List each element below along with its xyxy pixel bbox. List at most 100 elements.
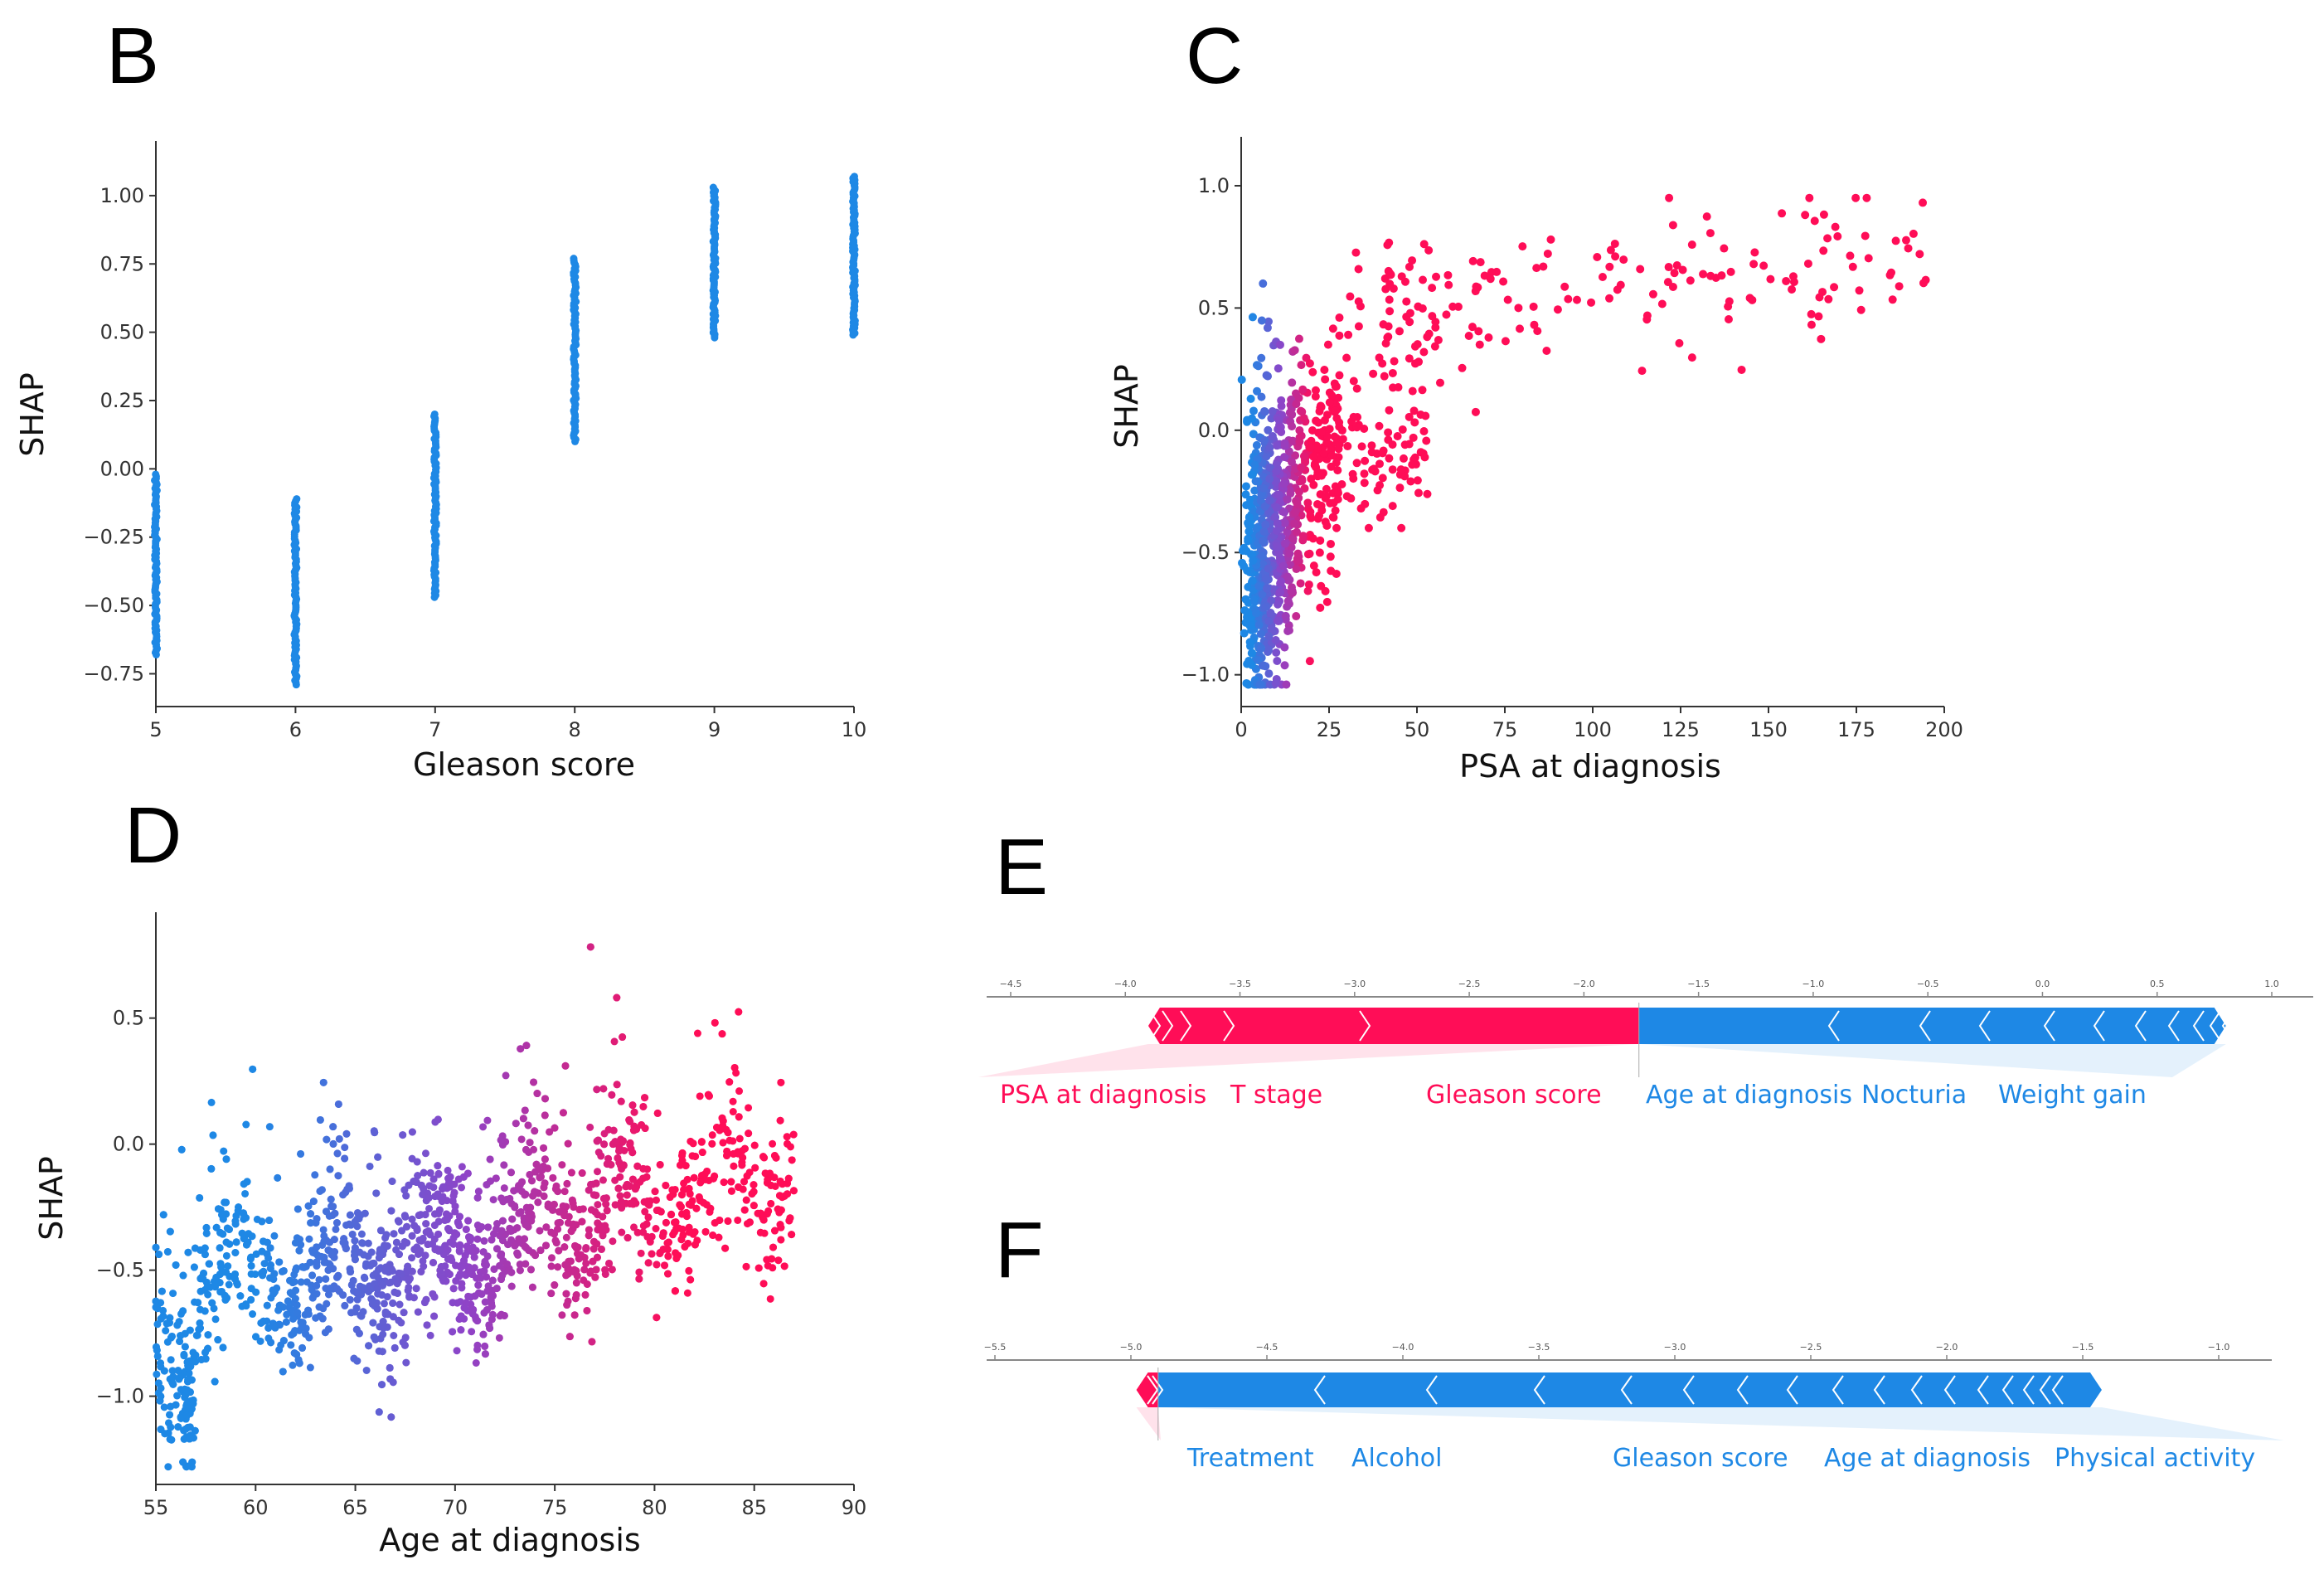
chart-d-point — [479, 1248, 488, 1256]
chart-d-point — [510, 1187, 518, 1195]
chart-d-point — [405, 1283, 413, 1291]
chart-b-point — [293, 495, 301, 503]
chart-c-point — [1351, 248, 1361, 257]
chart-b-ytick-label: 0.00 — [100, 457, 144, 480]
chart-c-point — [1264, 425, 1273, 435]
chart-d-point — [540, 1183, 548, 1192]
chart-d-point — [383, 1242, 391, 1251]
chart-d-point — [180, 1350, 188, 1358]
chart-d-point — [578, 1217, 586, 1226]
chart-d-point — [547, 1290, 556, 1298]
chart-c-point — [1273, 542, 1282, 551]
chart-c-ytick-label: −0.5 — [1181, 541, 1230, 564]
chart-d-point — [378, 1381, 386, 1389]
chart-c-point — [1533, 327, 1542, 336]
chart-d-point — [478, 1290, 486, 1298]
chart-d-point — [708, 1131, 716, 1139]
force-plot-e-chevron — [1978, 1010, 1991, 1042]
chart-c-point — [1265, 443, 1274, 452]
chart-c-point — [1260, 407, 1269, 416]
chart-d-point — [535, 1163, 543, 1172]
chart-d-point — [517, 1135, 526, 1144]
chart-d-point — [729, 1108, 737, 1116]
chart-d-point — [724, 1129, 732, 1137]
force-plot-e-chevron — [1149, 1010, 1162, 1042]
chart-d-point — [222, 1251, 230, 1260]
chart-d-point — [754, 1264, 763, 1272]
chart-c-point — [1252, 609, 1261, 618]
chart-c-point — [1408, 386, 1417, 396]
chart-d-point — [208, 1299, 216, 1307]
chart-c-point — [1856, 305, 1866, 314]
chart-d-point — [375, 1408, 383, 1416]
chart-c-point — [1291, 451, 1300, 460]
chart-c-point — [1273, 526, 1282, 535]
chart-d-point — [776, 1116, 784, 1125]
chart-d-point — [486, 1324, 494, 1333]
chart-d-point — [464, 1292, 473, 1300]
force-plot-f-tick-label: −2.5 — [1800, 1342, 1822, 1353]
chart-c-point — [1248, 313, 1257, 322]
chart-d-point — [342, 1129, 351, 1138]
chart-c-point — [1397, 523, 1406, 532]
chart-d-point — [551, 1124, 559, 1132]
chart-d-point — [739, 1154, 747, 1162]
chart-d-point — [519, 1115, 527, 1123]
chart-d-point — [593, 1086, 601, 1094]
chart-d-age: 55 60 65 70 75 80 85 90 −1.0 −0.5 0.0 0.5 — [96, 912, 866, 1519]
force-plot-e-chevron — [1223, 1010, 1235, 1042]
chart-c-point — [1335, 313, 1344, 323]
chart-c-point — [1335, 371, 1344, 380]
chart-d-point — [585, 1232, 593, 1240]
chart-c-point — [1311, 392, 1320, 401]
chart-d-point — [552, 1239, 560, 1247]
chart-c-point — [1280, 453, 1289, 462]
chart-d-point — [379, 1330, 387, 1338]
chart-d-point — [542, 1241, 551, 1250]
chart-d-point — [487, 1177, 495, 1185]
chart-d-point — [167, 1332, 176, 1340]
chart-c-point — [1322, 432, 1332, 441]
chart-c-point — [1299, 414, 1308, 423]
chart-d-point — [414, 1308, 422, 1316]
chart-d-point — [651, 1188, 659, 1196]
chart-c-point — [1686, 276, 1695, 285]
chart-d-point — [293, 1301, 301, 1309]
chart-d-point — [353, 1288, 361, 1296]
chart-c-point — [1331, 406, 1340, 415]
chart-b-xtick-label: 8 — [569, 718, 581, 741]
chart-d-point — [599, 1085, 608, 1093]
chart-d-point — [490, 1265, 498, 1273]
chart-d-point — [492, 1285, 501, 1293]
chart-d-point — [425, 1182, 434, 1190]
chart-d-point — [609, 1237, 617, 1246]
chart-c-point — [1393, 432, 1402, 441]
chart-d-point — [718, 1030, 726, 1038]
chart-d-point — [201, 1307, 209, 1315]
chart-d-point — [153, 1370, 161, 1378]
force-plot-f-feature-label-negative: Age at diagnosis — [1824, 1444, 2030, 1473]
chart-d-point — [435, 1206, 444, 1214]
chart-d-point — [725, 1136, 734, 1144]
chart-d-point — [174, 1423, 182, 1431]
chart-c-point — [1657, 299, 1667, 308]
chart-c-point — [1262, 371, 1271, 380]
chart-d-point — [617, 1198, 625, 1206]
chart-c-point — [1317, 506, 1327, 515]
chart-d-point — [386, 1375, 395, 1383]
chart-d-point — [697, 1138, 706, 1146]
chart-d-point — [534, 1198, 542, 1207]
chart-d-point — [533, 1090, 541, 1098]
chart-c-point — [1298, 532, 1308, 541]
chart-d-point — [152, 1297, 160, 1305]
chart-d-point — [483, 1273, 491, 1281]
chart-c-point — [1405, 354, 1414, 363]
chart-d-point — [295, 1246, 303, 1255]
chart-d-point — [329, 1123, 337, 1131]
chart-d-point — [738, 1161, 746, 1169]
chart-d-point — [609, 1126, 618, 1134]
chart-c-point — [1778, 209, 1787, 218]
chart-d-point — [400, 1309, 408, 1317]
chart-d-point — [410, 1294, 418, 1302]
chart-d-point — [289, 1361, 297, 1369]
